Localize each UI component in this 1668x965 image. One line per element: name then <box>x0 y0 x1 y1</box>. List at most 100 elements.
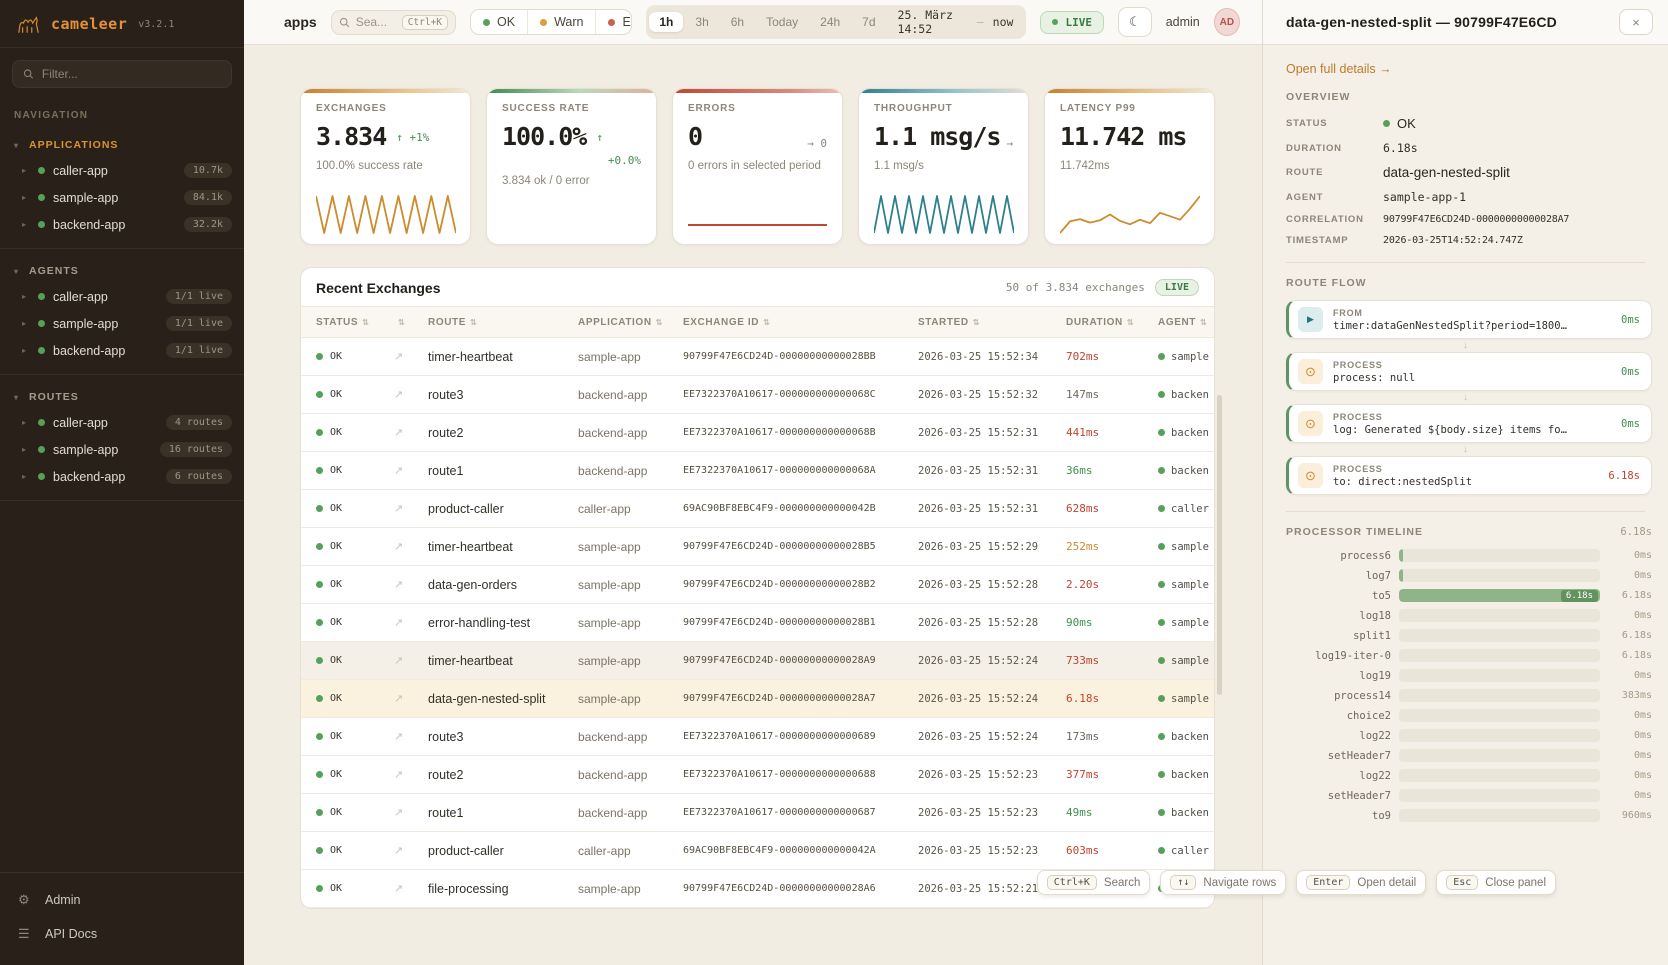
table-row[interactable]: OK ↗ timer-heartbeat sample-app 90799F47… <box>301 642 1214 680</box>
open-full-details-link[interactable]: Open full details → <box>1286 62 1392 76</box>
col-duration[interactable]: DURATION ⇅ <box>1066 316 1135 328</box>
col-route[interactable]: ROUTE ⇅ <box>428 316 478 328</box>
global-search[interactable]: Ctrl+K <box>330 9 457 35</box>
sidebar-item-caller-app[interactable]: ▸ caller-app 1/1 live <box>0 283 244 310</box>
open-row-icon[interactable]: ↗ <box>394 579 404 591</box>
col-application[interactable]: APPLICATION ⇅ <box>578 316 663 328</box>
sidebar-group-header[interactable]: ▾ ROUTES <box>0 383 244 409</box>
flow-step[interactable]: ▶ FROM timer:dataGenNestedSplit?period=1… <box>1286 300 1652 339</box>
flow-step[interactable]: ⊙ PROCESS process: null 0ms <box>1286 352 1652 391</box>
range-7d[interactable]: 7d <box>862 15 876 29</box>
open-row-icon[interactable]: ↗ <box>394 769 404 781</box>
status-filter-warn[interactable]: Warn <box>528 10 597 34</box>
timeline-row[interactable]: setHeader7 0ms <box>1286 749 1652 762</box>
kpi-card-errors[interactable]: ERRORS 0 → 0 0 errors in selected period <box>672 88 843 245</box>
col-action[interactable]: ⇅ <box>394 318 428 327</box>
flow-step[interactable]: ⊙ PROCESS to: direct:nestedSplit 6.18s <box>1286 456 1652 495</box>
open-row-icon[interactable]: ↗ <box>394 427 404 439</box>
timeline-row[interactable]: log22 0ms <box>1286 729 1652 742</box>
range-6h[interactable]: 6h <box>730 15 745 29</box>
open-row-icon[interactable]: ↗ <box>394 503 404 515</box>
panel-header: data-gen-nested-split — 90799F47E6CD × <box>1263 0 1668 45</box>
open-row-icon[interactable]: ↗ <box>394 351 404 363</box>
sidebar-item-admin[interactable]: ⚙ Admin <box>0 883 244 917</box>
route-flow-section-label: ROUTE FLOW <box>1286 277 1367 289</box>
timeline-row[interactable]: to9 960ms <box>1286 809 1652 822</box>
range-today[interactable]: Today <box>766 15 799 29</box>
table-row[interactable]: OK ↗ route1 backend-app EE7322370A10617-… <box>301 452 1214 490</box>
sidebar-item-api-docs[interactable]: ☰ API Docs <box>0 917 244 951</box>
kpi-card-success-rate[interactable]: SUCCESS RATE 100.0% ↑ +0.0% 3.834 ok / 0… <box>486 88 657 245</box>
live-badge[interactable]: LIVE <box>1040 10 1104 34</box>
dark-mode-toggle[interactable]: ☾ <box>1117 7 1152 37</box>
sidebar-group-header[interactable]: ▾ APPLICATIONS <box>0 131 244 157</box>
row-application: backend-app <box>578 805 648 820</box>
list-icon: ☰ <box>18 926 30 941</box>
open-row-icon[interactable]: ↗ <box>394 693 404 705</box>
sidebar-group-header[interactable]: ▾ AGENTS <box>0 257 244 283</box>
sidebar-item-backend-app[interactable]: ▸ backend-app 32.2k <box>0 211 244 238</box>
sidebar-item-backend-app[interactable]: ▸ backend-app 6 routes <box>0 463 244 490</box>
table-row[interactable]: OK ↗ route2 backend-app EE7322370A10617-… <box>301 756 1214 794</box>
timeline-row[interactable]: log19 0ms <box>1286 669 1652 682</box>
table-row[interactable]: OK ↗ error-handling-test sample-app 9079… <box>301 604 1214 642</box>
table-row[interactable]: OK ↗ route3 backend-app EE7322370A10617-… <box>301 718 1214 756</box>
sidebar-filter[interactable] <box>12 60 232 88</box>
col-agent[interactable]: AGENT ⇅ <box>1158 316 1208 328</box>
open-row-icon[interactable]: ↗ <box>394 655 404 667</box>
sort-icon: ⇅ <box>398 317 406 327</box>
date-range-display[interactable]: 25. März 14:52 — now <box>888 8 1024 36</box>
timeline-row[interactable]: log22 0ms <box>1286 769 1652 782</box>
row-status: OK <box>316 883 394 894</box>
open-row-icon[interactable]: ↗ <box>394 617 404 629</box>
timeline-row[interactable]: process6 0ms <box>1286 549 1652 562</box>
kpi-card-throughput[interactable]: THROUGHPUT 1.1 msg/s → 1.1 msg/s <box>858 88 1029 245</box>
open-row-icon[interactable]: ↗ <box>394 883 404 895</box>
col-exchange-id[interactable]: EXCHANGE ID ⇅ <box>683 316 771 328</box>
timeline-row[interactable]: log18 0ms <box>1286 609 1652 622</box>
timeline-row[interactable]: process14 383ms <box>1286 689 1652 702</box>
close-panel-button[interactable]: × <box>1619 9 1653 35</box>
range-24h[interactable]: 24h <box>820 15 841 29</box>
kpi-card-latency[interactable]: LATENCY P99 11.742 ms 11.742ms <box>1044 88 1215 245</box>
status-filter-error[interactable]: E <box>596 10 631 34</box>
table-row[interactable]: OK ↗ route3 backend-app EE7322370A10617-… <box>301 376 1214 414</box>
open-row-icon[interactable]: ↗ <box>394 389 404 401</box>
timeline-row[interactable]: choice2 0ms <box>1286 709 1652 722</box>
sidebar-item-sample-app[interactable]: ▸ sample-app 1/1 live <box>0 310 244 337</box>
table-row[interactable]: OK ↗ route1 backend-app EE7322370A10617-… <box>301 794 1214 832</box>
timeline-row[interactable]: split1 6.18s <box>1286 629 1652 642</box>
range-1h[interactable]: 1h <box>649 12 684 32</box>
table-row[interactable]: OK ↗ data-gen-orders sample-app 90799F47… <box>301 566 1214 604</box>
timeline-row[interactable]: log19-iter-0 6.18s <box>1286 649 1652 662</box>
timeline-row[interactable]: to5 6.18s 6.18s <box>1286 589 1652 602</box>
sidebar-item-sample-app[interactable]: ▸ sample-app 16 routes <box>0 436 244 463</box>
kpi-card-exchanges[interactable]: EXCHANGES 3.834 ↑ +1% 100.0% success rat… <box>300 88 471 245</box>
table-row[interactable]: OK ↗ product-caller caller-app 69AC90BF8… <box>301 490 1214 528</box>
filter-input[interactable] <box>41 67 221 81</box>
table-row[interactable]: OK ↗ timer-heartbeat sample-app 90799F47… <box>301 338 1214 376</box>
col-status[interactable]: STATUS ⇅ <box>316 316 370 328</box>
status-filter-ok[interactable]: OK <box>471 10 529 34</box>
timeline-row[interactable]: setHeader7 0ms <box>1286 789 1652 802</box>
search-input[interactable] <box>355 15 396 29</box>
table-row[interactable]: OK ↗ data-gen-nested-split sample-app 90… <box>301 680 1214 718</box>
scrollbar-thumb[interactable] <box>1217 395 1222 695</box>
table-row[interactable]: OK ↗ product-caller caller-app 69AC90BF8… <box>301 832 1214 870</box>
sidebar-item-backend-app[interactable]: ▸ backend-app 1/1 live <box>0 337 244 364</box>
range-3h[interactable]: 3h <box>695 15 709 29</box>
open-row-icon[interactable]: ↗ <box>394 465 404 477</box>
open-row-icon[interactable]: ↗ <box>394 541 404 553</box>
open-row-icon[interactable]: ↗ <box>394 845 404 857</box>
table-row[interactable]: OK ↗ timer-heartbeat sample-app 90799F47… <box>301 528 1214 566</box>
sidebar-item-caller-app[interactable]: ▸ caller-app 10.7k <box>0 157 244 184</box>
open-row-icon[interactable]: ↗ <box>394 731 404 743</box>
timeline-row[interactable]: log7 0ms <box>1286 569 1652 582</box>
flow-step[interactable]: ⊙ PROCESS log: Generated ${body.size} it… <box>1286 404 1652 443</box>
table-row[interactable]: OK ↗ route2 backend-app EE7322370A10617-… <box>301 414 1214 452</box>
sidebar-item-caller-app[interactable]: ▸ caller-app 4 routes <box>0 409 244 436</box>
open-row-icon[interactable]: ↗ <box>394 807 404 819</box>
sidebar-item-sample-app[interactable]: ▸ sample-app 84.1k <box>0 184 244 211</box>
col-started[interactable]: STARTED ⇅ <box>918 316 980 328</box>
avatar[interactable]: AD <box>1213 8 1240 36</box>
